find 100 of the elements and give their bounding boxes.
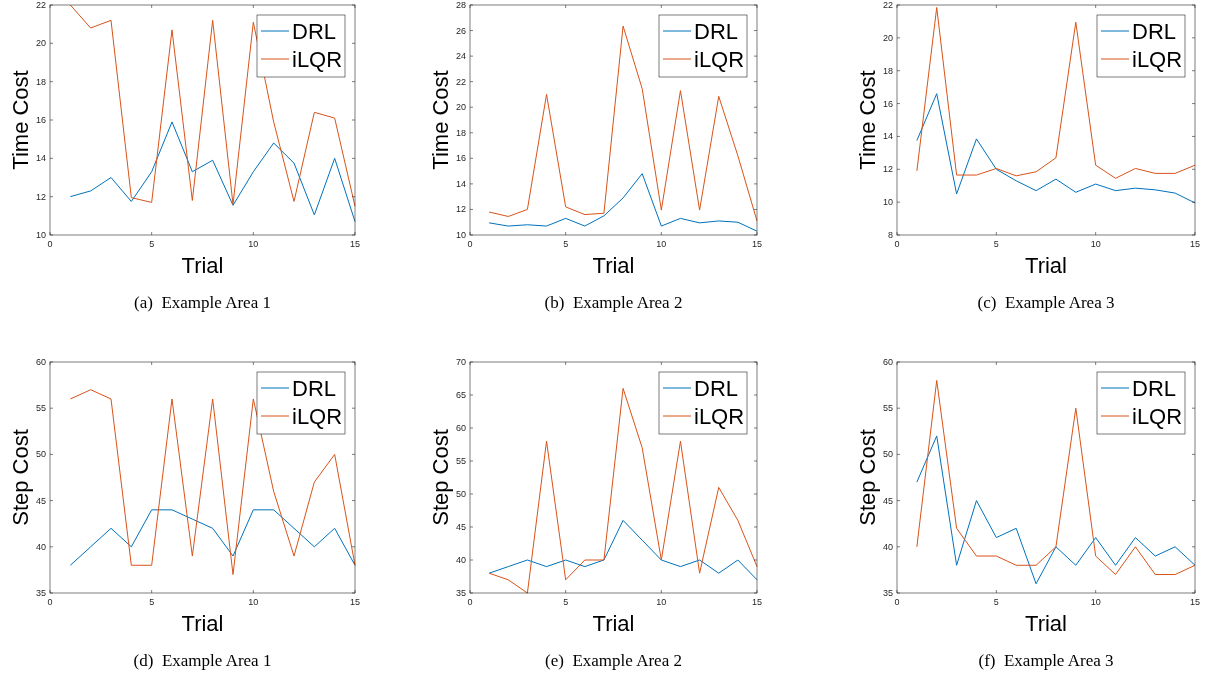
y-tick-label: 18 xyxy=(882,65,893,76)
legend-label: DRL xyxy=(292,376,337,401)
y-tick-label: 55 xyxy=(35,403,46,414)
y-tick-label: 50 xyxy=(882,449,893,460)
y-tick-label: 50 xyxy=(455,489,466,499)
y-tick-label: 45 xyxy=(455,522,466,532)
line-series xyxy=(916,6,1196,179)
legend-label: iLQR xyxy=(1132,47,1183,72)
x-tick-label: 15 xyxy=(1189,597,1201,607)
y-axis-title: Step Cost xyxy=(855,429,880,526)
y-tick-label: 20 xyxy=(35,38,46,49)
y-tick-label: 55 xyxy=(455,456,466,466)
legend-label: iLQR xyxy=(292,47,343,72)
legend-label: iLQR xyxy=(1132,404,1183,429)
y-tick-label: 35 xyxy=(35,588,46,598)
y-tick-label: 50 xyxy=(35,449,46,460)
x-tick-label: 15 xyxy=(349,597,361,607)
legend-label: DRL xyxy=(694,19,739,44)
text: (d) Example Area 1 xyxy=(133,651,272,670)
y-tick-label: 35 xyxy=(882,588,893,598)
y-tick-label: 18 xyxy=(455,127,466,138)
x-axis-title: Trial xyxy=(592,611,635,636)
y-tick-label: 45 xyxy=(882,495,893,506)
y-tick-label: 10 xyxy=(35,230,46,240)
x-tick-label: 15 xyxy=(751,597,763,607)
x-tick-label: 5 xyxy=(563,597,569,607)
x-tick-label: 10 xyxy=(656,597,667,607)
y-tick-label: 70 xyxy=(455,357,466,367)
y-axis-title: Step Cost xyxy=(428,429,453,526)
line-series xyxy=(488,519,758,581)
y-tick-label: 22 xyxy=(35,0,46,10)
y-tick-label: 40 xyxy=(882,541,893,552)
y-tick-label: 35 xyxy=(455,588,466,598)
x-tick-label: 10 xyxy=(656,239,667,249)
y-tick-label: 18 xyxy=(35,76,46,87)
text: (e) Example Area 2 xyxy=(545,651,682,670)
y-tick-label: 26 xyxy=(455,25,466,36)
line-series xyxy=(916,435,1196,585)
x-tick-label: 0 xyxy=(47,597,53,607)
y-tick-label: 65 xyxy=(455,390,466,400)
line-series xyxy=(916,379,1196,576)
x-axis-title: Trial xyxy=(1025,611,1067,636)
x-axis-title: Trial xyxy=(181,253,224,278)
y-tick-label: 16 xyxy=(455,153,466,164)
y-tick-label: 20 xyxy=(455,102,466,113)
x-axis-title: Trial xyxy=(181,611,224,636)
y-tick-label: 14 xyxy=(35,153,46,164)
y-tick-label: 60 xyxy=(455,423,466,433)
x-tick-label: 15 xyxy=(751,239,763,249)
y-tick-label: 10 xyxy=(882,197,893,208)
text: (f) Example Area 3 xyxy=(978,651,1114,670)
y-axis-title: Time Cost xyxy=(8,70,33,170)
y-tick-label: 10 xyxy=(455,230,466,240)
x-tick-label: 10 xyxy=(1090,597,1101,607)
y-tick-label: 16 xyxy=(35,115,46,125)
y-tick-label: 8 xyxy=(887,230,893,240)
x-tick-label: 0 xyxy=(47,239,53,249)
x-tick-label: 0 xyxy=(467,597,473,607)
line-series xyxy=(69,4,356,207)
line-series xyxy=(488,173,758,232)
x-tick-label: 5 xyxy=(563,239,569,249)
y-tick-label: 12 xyxy=(882,164,893,175)
y-tick-label: 60 xyxy=(35,357,46,367)
y-tick-label: 28 xyxy=(455,0,466,10)
y-tick-label: 40 xyxy=(35,541,46,552)
y-tick-label: 14 xyxy=(455,178,466,189)
y-tick-label: 20 xyxy=(882,32,893,43)
y-tick-label: 40 xyxy=(455,555,466,565)
x-tick-label: 0 xyxy=(467,239,473,249)
y-tick-label: 16 xyxy=(882,98,893,109)
y-axis-title: Time Cost xyxy=(428,70,453,170)
x-tick-label: 5 xyxy=(149,597,155,607)
y-tick-label: 22 xyxy=(455,76,466,87)
y-tick-label: 22 xyxy=(882,0,893,10)
y-axis-title: Time Cost xyxy=(855,70,880,170)
x-tick-label: 10 xyxy=(248,597,259,607)
legend-label: iLQR xyxy=(292,404,343,429)
legend-label: DRL xyxy=(1132,376,1177,401)
y-tick-label: 45 xyxy=(35,495,46,506)
x-tick-label: 0 xyxy=(894,239,900,249)
x-tick-label: 5 xyxy=(993,239,999,249)
text: (c) Example Area 3 xyxy=(977,293,1115,312)
line-series xyxy=(69,509,356,566)
x-tick-label: 5 xyxy=(149,239,155,249)
y-tick-label: 12 xyxy=(35,191,46,202)
x-tick-label: 15 xyxy=(349,239,361,249)
x-tick-label: 10 xyxy=(1090,239,1101,249)
legend-label: DRL xyxy=(1132,19,1177,44)
y-tick-label: 12 xyxy=(455,204,466,215)
text: (b) Example Area 2 xyxy=(544,293,683,312)
legend-label: DRL xyxy=(292,19,337,44)
x-tick-label: 0 xyxy=(894,597,900,607)
text: (a) Example Area 1 xyxy=(134,293,271,312)
x-tick-label: 15 xyxy=(1189,239,1201,249)
legend-label: DRL xyxy=(694,376,739,401)
y-tick-label: 55 xyxy=(882,403,893,414)
x-axis-title: Trial xyxy=(592,253,635,278)
y-tick-label: 60 xyxy=(882,357,893,367)
legend-label: iLQR xyxy=(694,47,745,72)
x-tick-label: 10 xyxy=(248,239,259,249)
